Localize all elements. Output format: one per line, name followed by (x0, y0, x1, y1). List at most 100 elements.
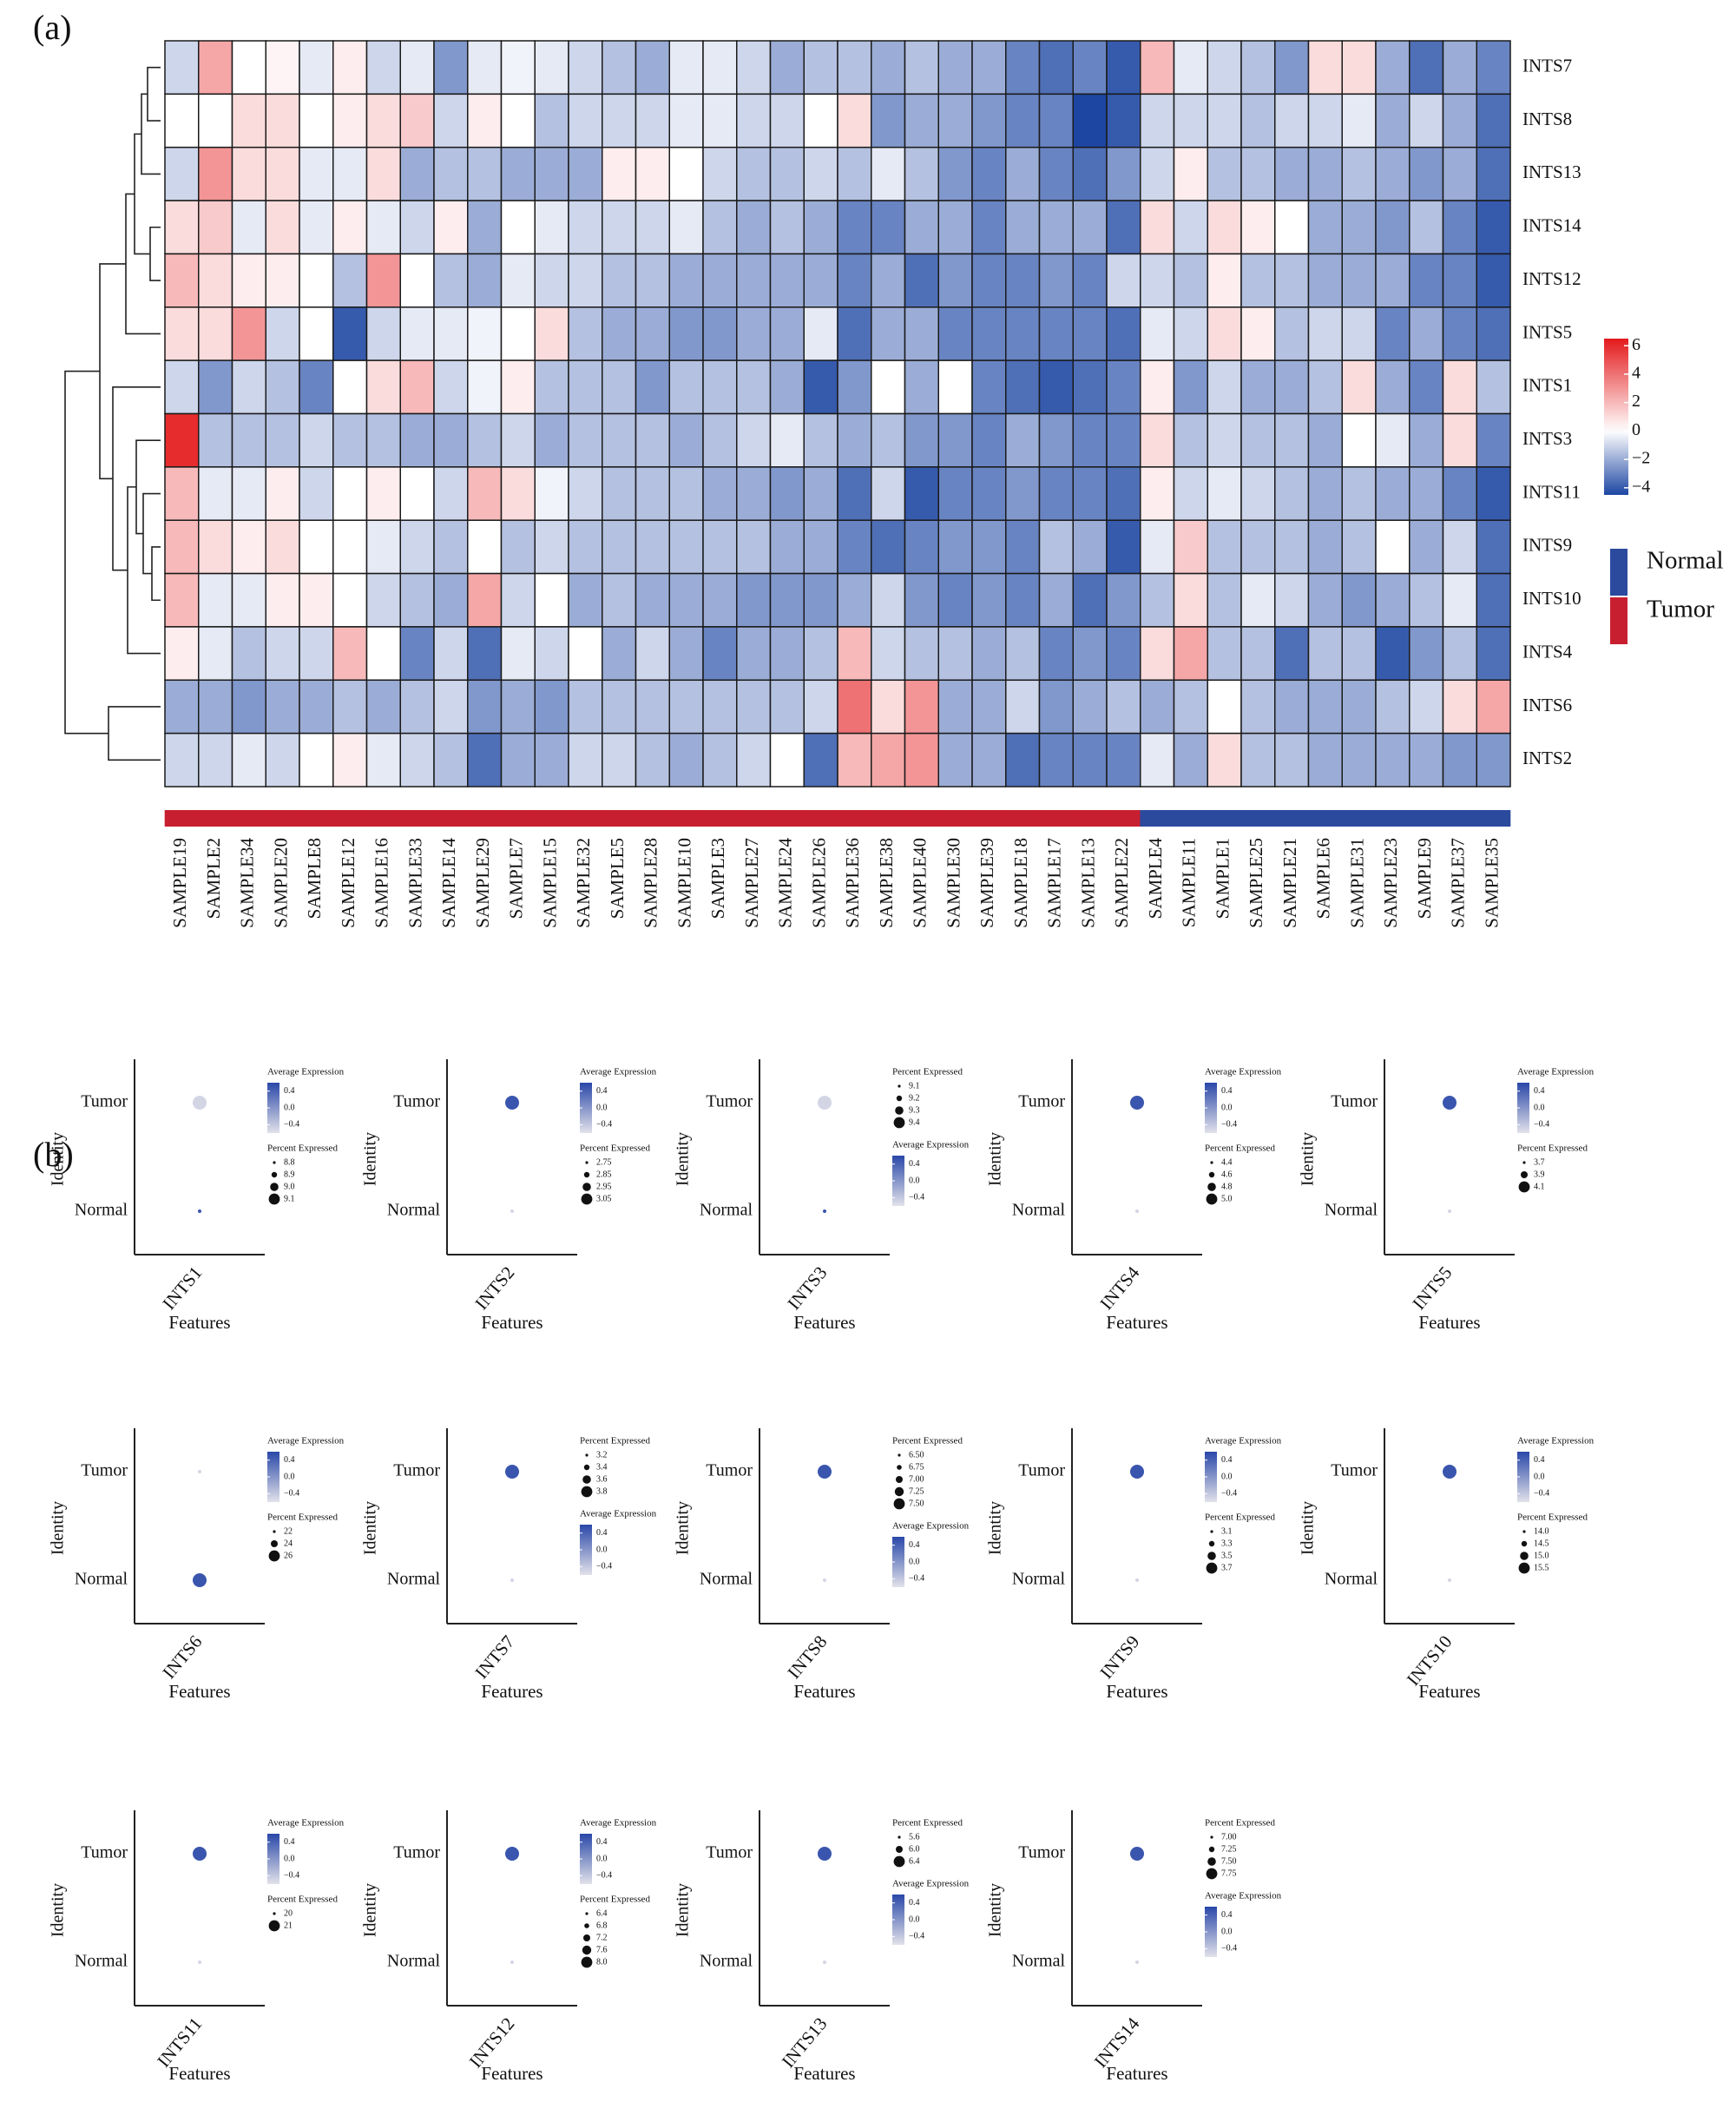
dot (505, 1465, 519, 1479)
identity-label: Tumor (706, 1092, 753, 1111)
heatmap-cell (1207, 93, 1242, 148)
pct-tick-label: 15.5 (1534, 1563, 1549, 1572)
heatmap-cell (937, 626, 973, 682)
dot (823, 1578, 826, 1582)
heatmap-cell (332, 572, 368, 628)
heatmap-cell (1106, 519, 1141, 575)
avg-tick-label: −0.4 (596, 1871, 612, 1881)
pct-legend-dot (581, 1956, 593, 1968)
pct-tick-label: 6.50 (909, 1450, 924, 1460)
heatmap-cell (198, 572, 233, 628)
heatmap-cell (803, 306, 838, 361)
legend-title: Percent Expressed (580, 1895, 650, 1905)
avg-color-bar (892, 1537, 904, 1587)
column-group-bar (198, 810, 233, 827)
heatmap-cell (332, 200, 368, 255)
column-label: SAMPLE15 (539, 838, 560, 928)
pct-legend-dot (585, 1161, 589, 1164)
heatmap-cell (904, 519, 939, 575)
heatmap-cell (534, 253, 569, 308)
pct-tick-label: 3.8 (596, 1486, 608, 1496)
heatmap-cell (1072, 146, 1108, 201)
heatmap-cell (602, 253, 637, 308)
heatmap-cell (164, 40, 200, 96)
column-label: SAMPLE31 (1346, 838, 1367, 928)
pct-legend-dot (1518, 1181, 1530, 1193)
dot (1135, 1209, 1139, 1213)
heatmap-cell (702, 626, 738, 682)
dot (818, 1847, 832, 1861)
heatmap-cell (769, 412, 805, 468)
heatmap-cell (1274, 466, 1310, 521)
heatmap-cell (635, 359, 670, 415)
heatmap-cell (1106, 200, 1141, 255)
heatmap-cell (904, 200, 939, 255)
legend-title: Average Expression (1205, 1891, 1282, 1901)
heatmap-cell (399, 253, 435, 308)
pct-legend-dot (1207, 1857, 1216, 1866)
column-group-bar (1106, 810, 1141, 827)
heatmap-cell (769, 40, 805, 96)
avg-tick-label: 0.0 (1221, 1472, 1233, 1481)
heatmap-cell (231, 306, 266, 361)
heatmap-cell (668, 40, 704, 96)
pct-legend-dot (1518, 1562, 1530, 1574)
heatmap-cell (769, 679, 805, 735)
avg-tick-label: 0.0 (1221, 1103, 1233, 1112)
heatmap-cell (1375, 253, 1410, 308)
pct-legend-dot (1208, 1171, 1215, 1178)
heatmap-cell (937, 572, 973, 628)
heatmap-cell (602, 679, 637, 735)
column-label: SAMPLE14 (438, 838, 459, 928)
avg-tick-label: 0.4 (909, 1898, 920, 1908)
heatmap-cell (702, 146, 738, 201)
heatmap-cell (1341, 679, 1377, 735)
heatmap-cell (702, 466, 738, 521)
pct-tick-label: 5.6 (909, 1832, 920, 1842)
heatmap-cell (568, 93, 603, 148)
column-group-bar (1341, 810, 1377, 827)
heatmap-cell (1240, 146, 1276, 201)
pct-legend-dot (1207, 1183, 1216, 1191)
heatmap-cell (1375, 146, 1410, 201)
heatmap-cell (1173, 572, 1208, 628)
heatmap-cell (265, 200, 300, 255)
heatmap-cell (904, 359, 939, 415)
heatmap-cell (937, 412, 973, 468)
pct-tick-label: 3.1 (1221, 1526, 1233, 1536)
heatmap-cell (1106, 253, 1141, 308)
column-label: SAMPLE16 (372, 838, 392, 928)
heatmap-cell (399, 572, 435, 628)
heatmap-cell (736, 412, 772, 468)
column-label: SAMPLE7 (506, 838, 527, 919)
heatmap-cell (365, 200, 401, 255)
dot (193, 1096, 207, 1110)
heatmap-cell (1375, 466, 1410, 521)
pct-legend-dot (898, 1453, 901, 1457)
heatmap-cell (332, 40, 368, 96)
heatmap-cell (1072, 40, 1108, 96)
heatmap-cell (1240, 359, 1276, 415)
color-tick-label: 0 (1632, 420, 1641, 439)
heatmap-cell (534, 732, 569, 788)
avg-tick-label: −0.4 (909, 1574, 924, 1584)
column-group-bar (534, 810, 569, 827)
avg-tick-label: −0.4 (1534, 1120, 1549, 1130)
column-group-bar (736, 810, 771, 827)
heatmap-cell (937, 146, 973, 201)
dot (1443, 1096, 1457, 1110)
x-axis-title: Features (481, 1312, 542, 1333)
heatmap-cell (668, 306, 704, 361)
heatmap-cell (265, 519, 300, 575)
heatmap-cell (1106, 306, 1141, 361)
row-label: INTS14 (1522, 215, 1581, 236)
identity-label: Tumor (1331, 1461, 1378, 1480)
heatmap-cell (467, 93, 503, 148)
heatmap-cell (1140, 412, 1175, 468)
heatmap-cell (1476, 679, 1511, 735)
identity-label: Normal (75, 1570, 128, 1589)
avg-color-bar (267, 1083, 279, 1133)
heatmap-cell (164, 732, 200, 788)
heatmap-cell (265, 626, 300, 682)
heatmap-cell (971, 306, 1007, 361)
